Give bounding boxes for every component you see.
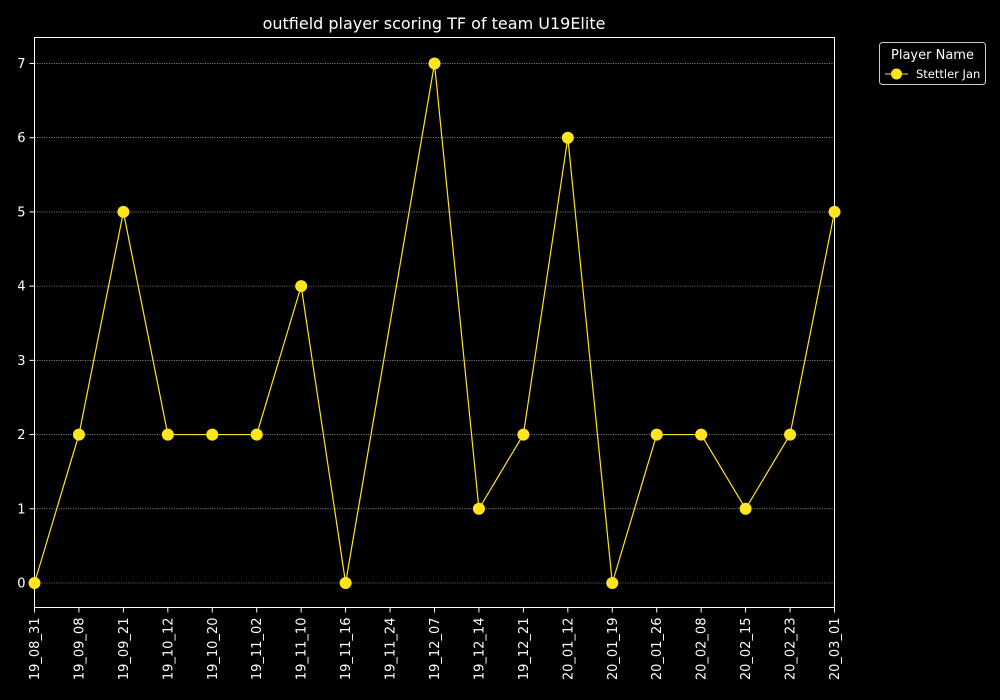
x-tick-label: 20_02_23 (784, 618, 799, 681)
data-point (28, 577, 41, 590)
data-point (339, 577, 352, 590)
y-tick-label: 5 (17, 205, 25, 220)
data-point (606, 577, 619, 590)
legend: Player Name Stettler Jan (879, 42, 986, 85)
data-point (650, 428, 663, 441)
y-tick-label: 4 (17, 280, 25, 295)
data-point (472, 502, 485, 515)
plot-area-frame (34, 37, 835, 608)
data-point (695, 428, 708, 441)
data-point (295, 280, 308, 293)
legend-marker-swatch (891, 68, 902, 80)
x-tick-label: 19_12_14 (472, 618, 487, 681)
x-tick-label: 19_09_08 (72, 618, 87, 681)
data-point (784, 428, 797, 441)
x-tick-label: 19_11_24 (384, 618, 399, 681)
data-point (117, 205, 130, 218)
series-layer (28, 57, 841, 590)
y-tick-label: 7 (17, 57, 25, 72)
x-tick-label: 19_11_16 (339, 618, 354, 681)
series-line-0 (33, 62, 836, 584)
x-tick-label: 20_01_12 (561, 618, 576, 681)
data-point (739, 502, 752, 515)
y-tick-label: 6 (17, 131, 25, 146)
x-axis: 19_08_31 19_09_08 19_09_21 19_10_12 19_10_20… (28, 607, 843, 681)
x-tick-label: 20_01_26 (650, 618, 665, 681)
data-point (828, 205, 841, 218)
x-tick-label: 19_08_31 (28, 618, 43, 681)
x-tick-label: 20_02_15 (739, 618, 754, 681)
x-tick-label: 19_10_12 (161, 618, 176, 681)
x-tick-label: 19_11_02 (250, 618, 265, 681)
gridlines (34, 63, 835, 584)
y-tick-label: 1 (17, 502, 25, 517)
legend-entry-label: Stettler Jan (916, 67, 980, 81)
x-tick-label: 19_10_20 (206, 618, 221, 681)
data-point (161, 428, 174, 441)
y-tick-label: 2 (17, 428, 25, 443)
y-tick-label: 3 (17, 354, 25, 369)
x-tick-label: 20_01_19 (606, 618, 621, 681)
legend-title: Player Name (891, 48, 974, 63)
data-point (206, 428, 219, 441)
data-point (250, 428, 263, 441)
y-axis: 0 1 2 3 4 5 6 7 (17, 57, 35, 592)
data-point (561, 131, 574, 144)
x-tick-label: 19_12_21 (517, 618, 532, 681)
x-tick-label: 19_09_21 (117, 618, 132, 681)
chart-title: outfield player scoring TF of team U19El… (263, 14, 606, 33)
data-point (517, 428, 530, 441)
data-point (72, 428, 85, 441)
x-tick-label: 19_11_10 (295, 618, 310, 681)
x-tick-label: 19_12_07 (428, 618, 443, 681)
data-point (428, 57, 441, 70)
x-tick-label: 20_02_08 (695, 618, 710, 681)
x-tick-label: 20_03_01 (828, 618, 843, 681)
y-tick-label: 0 (17, 577, 25, 592)
